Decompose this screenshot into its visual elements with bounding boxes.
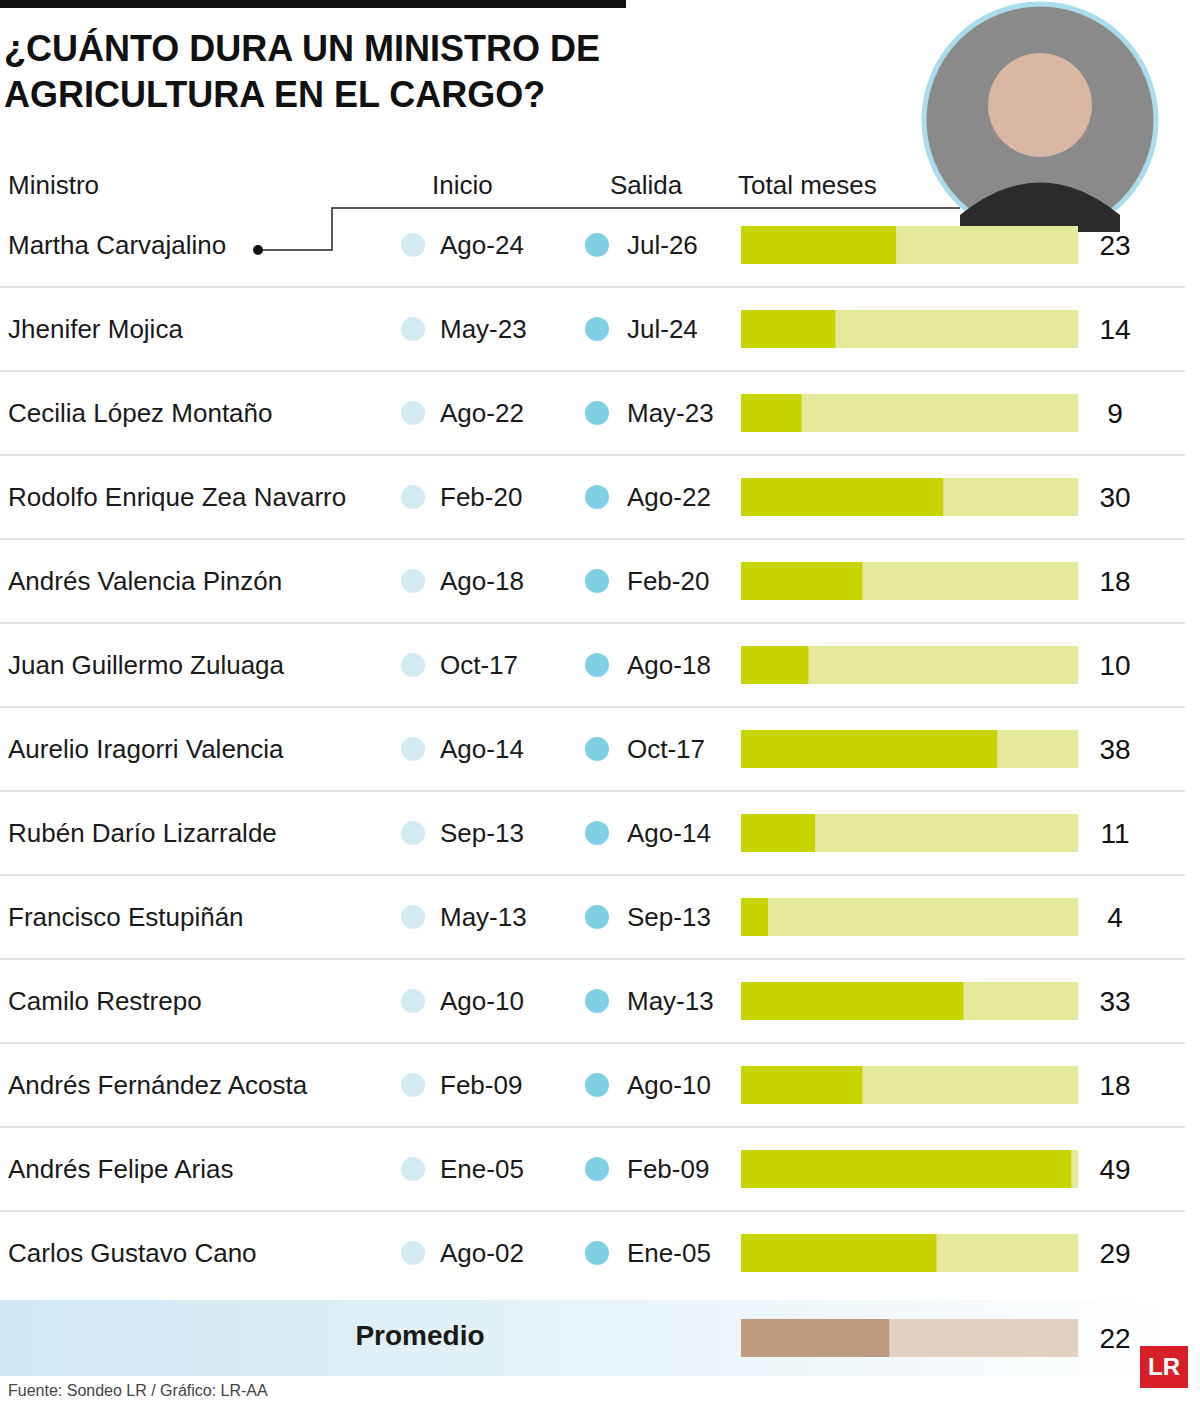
html-text:Juan Guillermo Zuluaga: Juan Guillermo Zuluaga bbox=[8, 650, 284, 680]
html-text:Carlos Gustavo Cano: Carlos Gustavo Cano bbox=[8, 1238, 257, 1268]
html-text:Rubén Darío Lizarralde: Rubén Darío Lizarralde bbox=[8, 818, 277, 848]
html-text:May-13: May-13 bbox=[440, 902, 527, 932]
html-text:Francisco Estupiñán: Francisco Estupiñán bbox=[8, 902, 244, 932]
html-text:Ago-14: Ago-14 bbox=[440, 734, 524, 764]
svg-text:30: 30 bbox=[1099, 482, 1130, 513]
html-text:Jul-26: Jul-26 bbox=[627, 230, 698, 260]
svg-text:49: 49 bbox=[1099, 1154, 1130, 1185]
html-text:Oct-17: Oct-17 bbox=[440, 650, 518, 680]
html-text:Camilo Restrepo: Camilo Restrepo bbox=[8, 986, 202, 1016]
html-text:Andrés Valencia Pinzón: Andrés Valencia Pinzón bbox=[8, 566, 283, 596]
html-text:Ago-10: Ago-10 bbox=[440, 986, 524, 1016]
html-text:May-23: May-23 bbox=[440, 314, 527, 344]
html-text:Ago-18: Ago-18 bbox=[627, 650, 711, 680]
html-text:Ago-18: Ago-18 bbox=[440, 566, 524, 596]
svg-text:14: 14 bbox=[1099, 314, 1130, 345]
html-text:LR: LR bbox=[1148, 1353, 1180, 1380]
html-text:Ministro: Ministro bbox=[8, 170, 99, 200]
html-text:Fuente: Sondeo LR / Gráfico: L: Fuente: Sondeo LR / Gráfico: LR-AA bbox=[8, 1382, 268, 1399]
svg-text:4: 4 bbox=[1107, 902, 1123, 933]
html-text:Cecilia López Montaño: Cecilia López Montaño bbox=[8, 398, 273, 428]
html-text:Sep-13: Sep-13 bbox=[627, 902, 711, 932]
html-text:Sep-13: Sep-13 bbox=[440, 818, 524, 848]
svg-text:11: 11 bbox=[1100, 818, 1129, 849]
html-text:Ago-02: Ago-02 bbox=[440, 1238, 524, 1268]
html-text:Andrés Fernández Acosta: Andrés Fernández Acosta bbox=[8, 1070, 308, 1100]
html-text:Andrés Felipe Arias: Andrés Felipe Arias bbox=[8, 1154, 234, 1184]
html-text:Promedio: Promedio bbox=[355, 1320, 485, 1351]
svg-text:29: 29 bbox=[1099, 1238, 1130, 1269]
svg-text:9: 9 bbox=[1107, 398, 1123, 429]
html-text:Ago-24: Ago-24 bbox=[440, 230, 524, 260]
html-text:Feb-20: Feb-20 bbox=[440, 482, 523, 512]
svg-text:23: 23 bbox=[1099, 230, 1130, 261]
html-text:Aurelio Iragorri Valencia: Aurelio Iragorri Valencia bbox=[8, 734, 284, 764]
svg-text:33: 33 bbox=[1099, 986, 1130, 1017]
html-text:Martha Carvajalino: Martha Carvajalino bbox=[8, 230, 227, 260]
html-text:Feb-09: Feb-09 bbox=[440, 1070, 523, 1100]
html-text:Ene-05: Ene-05 bbox=[440, 1154, 524, 1184]
svg-text:38: 38 bbox=[1099, 734, 1130, 765]
html-text:Jul-24: Jul-24 bbox=[627, 314, 698, 344]
html-text:Feb-20: Feb-20 bbox=[627, 566, 710, 596]
html-text:Feb-09: Feb-09 bbox=[627, 1154, 710, 1184]
html-text:Ene-05: Ene-05 bbox=[627, 1238, 711, 1268]
html-text:Rodolfo Enrique Zea Navarro: Rodolfo Enrique Zea Navarro bbox=[8, 482, 347, 512]
html-text:Total meses: Total meses bbox=[738, 170, 877, 200]
svg-text:18: 18 bbox=[1099, 1070, 1130, 1101]
html-text:Ago-22: Ago-22 bbox=[627, 482, 711, 512]
html-text:Salida: Salida bbox=[610, 170, 683, 200]
html-text:Inicio: Inicio bbox=[432, 170, 493, 200]
svg-text:18: 18 bbox=[1099, 566, 1130, 597]
html-text:Ago-10: Ago-10 bbox=[627, 1070, 711, 1100]
svg-text:22: 22 bbox=[1099, 1323, 1130, 1354]
html-text:¿CUÁNTO DURA UN MINISTRO DE AG: ¿CUÁNTO DURA UN MINISTRO DE AGRICULTURA … bbox=[4, 28, 600, 115]
html-text:May-13: May-13 bbox=[627, 986, 714, 1016]
html-text:Ago-22: Ago-22 bbox=[440, 398, 524, 428]
html-text:May-23: May-23 bbox=[627, 398, 714, 428]
svg-text:10: 10 bbox=[1099, 650, 1130, 681]
html-text:Ago-14: Ago-14 bbox=[627, 818, 711, 848]
html-text:Oct-17: Oct-17 bbox=[627, 734, 705, 764]
html-text:Jhenifer Mojica: Jhenifer Mojica bbox=[8, 314, 183, 344]
